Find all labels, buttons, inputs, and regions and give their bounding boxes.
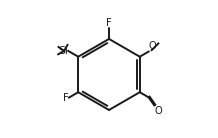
Text: O: O [155,106,163,116]
Text: Si: Si [58,46,68,56]
Text: F: F [63,93,68,103]
Text: O: O [149,41,157,51]
Text: F: F [106,18,112,28]
